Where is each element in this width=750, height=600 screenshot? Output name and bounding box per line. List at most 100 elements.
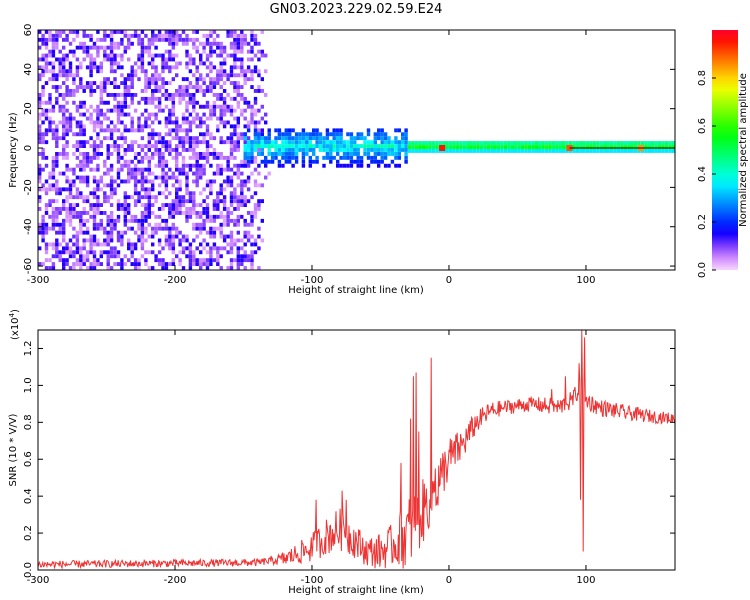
heatmap-cell: [51, 175, 56, 180]
heatmap-cell: [96, 65, 100, 70]
heatmap-cell: [336, 163, 340, 168]
heatmap-cell: [144, 187, 148, 192]
heatmap-cell: [68, 73, 73, 78]
heatmap-cell: [113, 93, 117, 97]
heatmap-cell: [133, 69, 138, 74]
heatmap-cell: [154, 53, 158, 58]
heatmap-cell: [154, 226, 158, 231]
heatmap-cell: [226, 250, 230, 255]
heatmap-cell: [109, 45, 114, 50]
heatmap-cell: [157, 89, 162, 93]
heatmap-cell: [236, 41, 240, 46]
heatmap-cell: [236, 262, 240, 266]
heatmap-cell: [68, 238, 73, 243]
heatmap-cell: [89, 69, 93, 74]
heatmap-cell: [44, 132, 49, 137]
heatmap-cell: [51, 37, 56, 42]
heatmap-cell: [668, 149, 672, 153]
heatmap-cell: [627, 145, 631, 149]
heatmap-cell: [181, 89, 186, 93]
heatmap-cell: [534, 141, 538, 145]
heatmap-cell: [664, 141, 669, 145]
heatmap-cell: [68, 69, 73, 74]
heatmap-cell: [654, 149, 658, 153]
heatmap-cell: [116, 116, 121, 121]
heatmap-cell: [151, 187, 155, 192]
heatmap-cell: [205, 65, 210, 70]
heatmap-cell: [82, 41, 86, 46]
heatmap-cell: [671, 141, 675, 145]
heatmap-cell: [109, 69, 114, 74]
heatmap-cell: [75, 89, 80, 93]
heatmap-cell: [202, 140, 206, 145]
heatmap-cell: [113, 41, 117, 46]
heatmap-cell: [171, 262, 175, 266]
heatmap-cell: [65, 211, 69, 215]
heatmap-cell: [603, 145, 607, 149]
heatmap-cell: [377, 159, 381, 164]
heatmap-cell: [205, 132, 210, 137]
heatmap-cell: [657, 141, 662, 145]
heatmap-cell: [240, 57, 244, 62]
heatmap-cell: [65, 262, 69, 266]
heatmap-cell: [205, 207, 210, 211]
heatmap-cell: [154, 73, 158, 78]
heatmap-cell: [544, 145, 549, 149]
heatmap-cell: [79, 191, 83, 196]
y-tick-label: 0.6: [23, 451, 34, 467]
heatmap-cell: [72, 171, 76, 176]
heatmap-cell: [123, 89, 127, 93]
heatmap-cell: [226, 120, 230, 125]
heatmap-cell: [58, 73, 62, 78]
heatmap-cell: [397, 155, 401, 160]
heatmap-cell: [151, 179, 155, 184]
heatmap-cell: [38, 222, 42, 227]
heatmap-cell: [349, 132, 354, 137]
heatmap-cell: [130, 81, 134, 85]
heatmap-cell: [116, 203, 121, 207]
heatmap-cell: [79, 128, 83, 133]
heatmap-cell: [175, 65, 179, 70]
heatmap-cell: [58, 30, 62, 34]
heatmap-cell: [168, 93, 172, 97]
heatmap-cell: [154, 222, 158, 227]
heatmap-cell: [267, 148, 271, 152]
heatmap-cell: [147, 179, 151, 184]
heatmap-cell: [123, 214, 127, 219]
heatmap-cell: [168, 238, 172, 243]
heatmap-cell: [257, 136, 261, 141]
heatmap-cell: [51, 41, 56, 46]
heatmap-cell: [113, 246, 117, 251]
heatmap-cell: [342, 148, 347, 152]
heatmap-cell: [157, 85, 162, 89]
heatmap-cell: [51, 266, 56, 270]
heatmap-cell: [137, 171, 141, 176]
heatmap-cell: [75, 120, 80, 125]
heatmap-cell: [103, 211, 107, 215]
heatmap-cell: [188, 93, 193, 97]
heatmap-cell: [233, 57, 237, 62]
heatmap-cell: [455, 145, 460, 149]
heatmap-cell: [168, 30, 172, 34]
heatmap-cell: [147, 148, 151, 152]
heatmap-cell: [65, 144, 69, 148]
heatmap-cell: [99, 187, 103, 192]
heatmap-cell: [113, 254, 117, 259]
heatmap-cell: [212, 226, 217, 231]
heatmap-cell: [671, 145, 675, 149]
heatmap-cell: [226, 211, 230, 215]
heatmap-cell: [51, 246, 56, 251]
heatmap-cell: [65, 73, 69, 78]
heatmap-cell: [209, 183, 213, 188]
heatmap-cell: [205, 73, 210, 78]
heatmap-cell: [205, 89, 210, 93]
heatmap-cell: [168, 120, 172, 125]
heatmap-cell: [185, 41, 189, 46]
heatmap-cell: [82, 222, 86, 227]
heatmap-cell: [212, 148, 217, 152]
heatmap-cell: [277, 132, 282, 137]
heatmap-cell: [89, 266, 93, 270]
heatmap-cell: [219, 211, 223, 215]
y-tick-label: -20: [23, 179, 34, 195]
heatmap-cell: [38, 163, 42, 168]
